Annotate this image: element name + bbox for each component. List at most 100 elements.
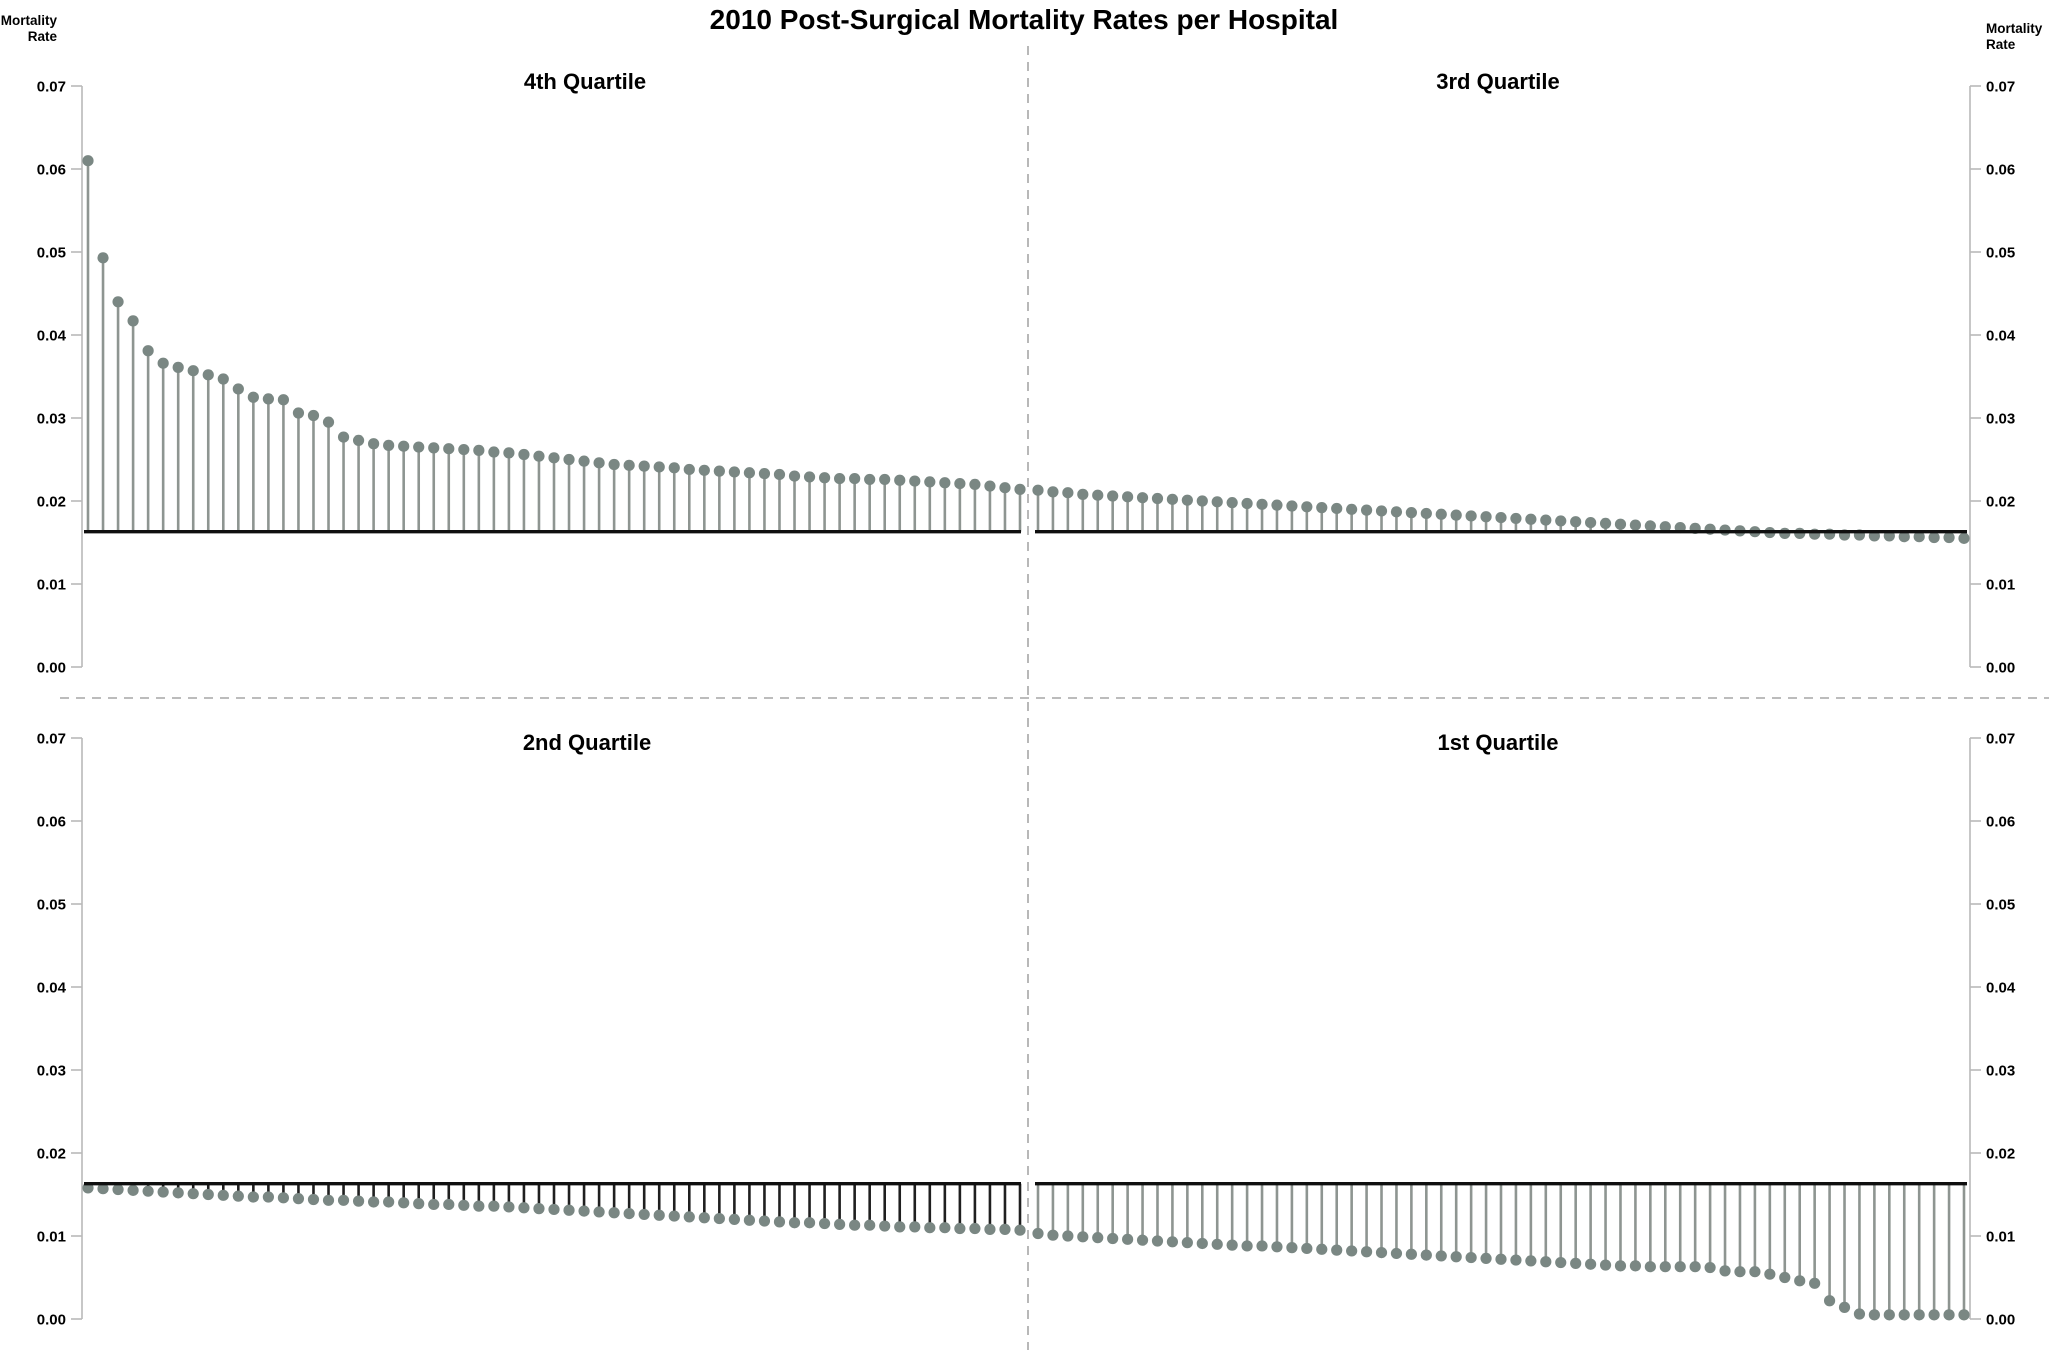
- hospital-dot: [428, 1198, 440, 1211]
- hospital-dot: [999, 1223, 1011, 1235]
- hospital-dot: [1599, 517, 1612, 530]
- hospital-dot: [894, 1221, 906, 1233]
- y-tick-label: 0.00: [1986, 660, 2015, 677]
- hospital-dot: [277, 1192, 290, 1204]
- hospital-dot: [1689, 1261, 1701, 1273]
- hospital-dot: [849, 472, 861, 485]
- panel-1st-quartile: [1032, 1183, 1970, 1321]
- hospital-dot: [1032, 484, 1044, 496]
- hospital-dot: [1226, 497, 1238, 509]
- hospital-dot: [157, 1186, 169, 1198]
- hospital-dot: [818, 1217, 831, 1230]
- hospital-dot: [1166, 1236, 1179, 1248]
- y-axis-title-right: Mortality Rate: [1986, 21, 2049, 53]
- hospital-dot: [443, 1198, 455, 1211]
- hospital-dot: [1898, 531, 1910, 543]
- hospital-dot: [1286, 500, 1298, 512]
- hospital-dot: [773, 1216, 786, 1228]
- hospital-dot: [1346, 503, 1358, 515]
- hospital-dot: [1913, 531, 1925, 543]
- hospital-dot: [97, 1183, 109, 1195]
- hospital-dot: [458, 443, 470, 456]
- hospital-dot: [232, 1190, 244, 1202]
- hospital-dot: [1913, 1309, 1925, 1321]
- hospital-dot: [849, 1219, 861, 1231]
- y-axis-title-line2: Rate: [1986, 37, 2016, 52]
- hospital-dot: [488, 446, 500, 458]
- hospital-dot: [969, 1222, 981, 1235]
- y-tick-label: 0.02: [1986, 494, 2015, 511]
- hospital-dot: [1256, 498, 1268, 510]
- hospital-dot: [247, 391, 259, 403]
- hospital-dot: [187, 365, 199, 377]
- hospital-dot: [1390, 506, 1403, 518]
- hospital-dot: [1256, 1240, 1268, 1252]
- hospital-dot: [1749, 1266, 1761, 1278]
- y-axis-title-line2: Rate: [27, 29, 57, 44]
- hospital-dot: [563, 1204, 575, 1216]
- hospital-dot: [1077, 488, 1089, 500]
- hospital-dot: [1764, 1268, 1776, 1280]
- hospital-dot: [548, 1203, 560, 1216]
- y-tick-label: 0.04: [1986, 328, 2016, 345]
- hospital-dot: [788, 1217, 801, 1229]
- hospital-dot: [368, 1196, 380, 1208]
- hospital-dot: [999, 482, 1011, 494]
- hospital-dot: [1435, 1250, 1447, 1262]
- hospital-dot: [368, 438, 380, 450]
- hospital-dot: [1794, 1275, 1806, 1287]
- y-tick-label: 0.01: [37, 577, 66, 594]
- hospital-dot: [202, 1188, 214, 1201]
- hospital-dot: [307, 1193, 320, 1206]
- hospital-dot: [1629, 519, 1642, 531]
- hospital-dot: [1092, 489, 1104, 501]
- hospital-dot: [383, 439, 395, 451]
- hospital-dot: [1301, 501, 1313, 513]
- hospital-dot: [1405, 507, 1417, 519]
- y-tick-label: 0.07: [37, 79, 66, 96]
- hospital-dot: [473, 1200, 485, 1212]
- y-tick-label: 0.06: [37, 814, 66, 831]
- hospital-dot: [1823, 1295, 1836, 1307]
- hospital-dot: [864, 473, 876, 486]
- hospital-dot: [1465, 1251, 1477, 1264]
- hospital-dot: [202, 369, 214, 381]
- hospital-dot: [1525, 513, 1537, 525]
- hospital-dot: [488, 1200, 500, 1212]
- panel-2nd-quartile: [82, 1182, 1026, 1236]
- hospital-dot: [1360, 504, 1373, 516]
- hospital-dot: [924, 1222, 936, 1234]
- hospital-dot: [127, 1184, 139, 1196]
- hospital-dot: [1719, 1265, 1731, 1277]
- y-tick-label: 0.05: [37, 245, 66, 262]
- hospital-dot: [924, 476, 936, 488]
- hospital-dot: [1480, 1252, 1492, 1265]
- hospital-dot: [1136, 492, 1149, 504]
- hospital-dot: [954, 477, 966, 490]
- hospital-dot: [413, 441, 425, 453]
- y-tick-label: 0.01: [1986, 1229, 2015, 1246]
- y-tick-label: 0.05: [37, 897, 66, 914]
- hospital-dot: [909, 1221, 921, 1233]
- hospital-dot: [1271, 1241, 1283, 1253]
- y-tick-label: 0.04: [1986, 980, 2016, 997]
- y-tick-label: 0.05: [1986, 897, 2015, 914]
- hospital-dot: [217, 373, 229, 385]
- hospital-dot: [758, 1215, 771, 1227]
- hospital-dot: [578, 1205, 590, 1217]
- hospital-dot: [172, 361, 184, 373]
- hospital-dot: [413, 1198, 425, 1210]
- y-tick-label: 0.00: [37, 660, 66, 677]
- y-tick-label: 0.02: [1986, 1146, 2015, 1163]
- hospital-dot: [262, 1191, 274, 1203]
- hospital-dot: [1898, 1309, 1910, 1321]
- hospital-dot: [1614, 518, 1627, 530]
- hospital-dot: [518, 448, 530, 461]
- hospital-dot: [1644, 520, 1656, 532]
- hospital-dot: [458, 1199, 470, 1211]
- y-tick-label: 0.06: [37, 162, 66, 179]
- hospital-dot: [322, 1194, 335, 1206]
- hospital-dot: [698, 1212, 710, 1224]
- hospital-dot: [1495, 1253, 1507, 1265]
